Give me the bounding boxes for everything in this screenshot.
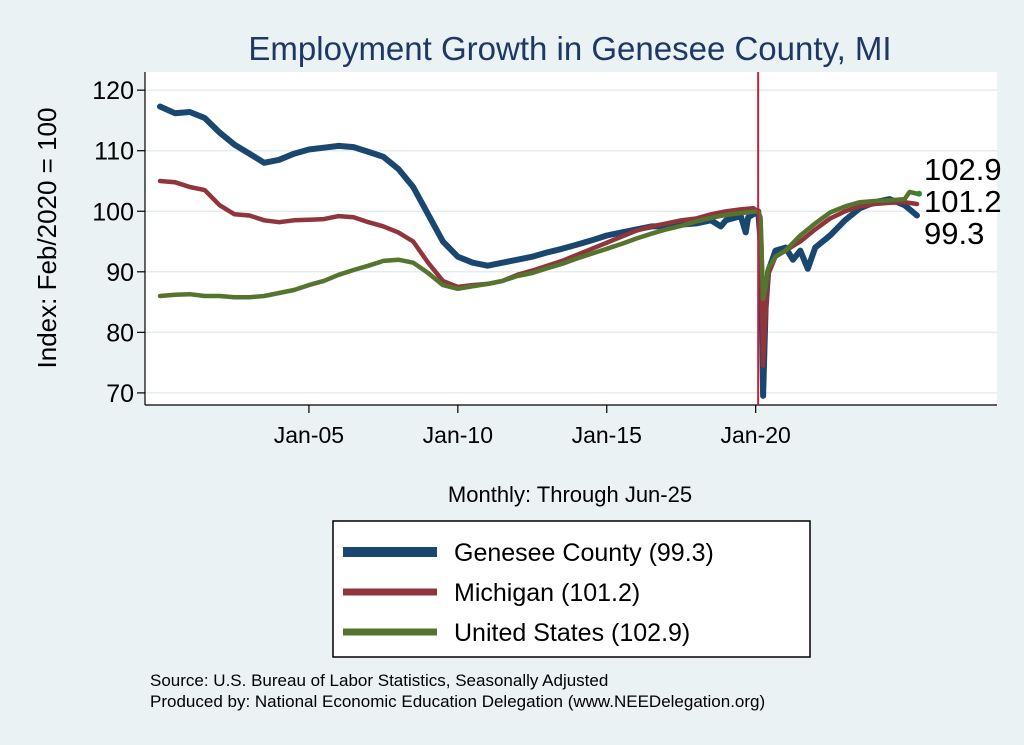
- y-tick-label: 90: [106, 259, 134, 287]
- series-line: [157, 103, 920, 399]
- x-tick-label: Jan-20: [721, 422, 791, 448]
- y-tick-label: 80: [106, 319, 134, 347]
- x-tick-label: Jan-10: [423, 422, 493, 448]
- legend-label: Michigan (101.2): [454, 579, 640, 607]
- y-axis-label: Index: Feb/2020 = 100: [32, 108, 62, 369]
- plot-area: [145, 72, 997, 405]
- end-label: 102.9: [924, 152, 1002, 187]
- series-lines: [157, 103, 922, 399]
- source-note: Source: U.S. Bureau of Labor Statistics,…: [150, 671, 609, 690]
- producer-note: Produced by: National Economic Education…: [150, 692, 766, 711]
- x-tick-label: Jan-15: [572, 422, 642, 448]
- series-line: [157, 189, 920, 302]
- end-label: 101.2: [924, 184, 1002, 219]
- y-tick-label: 120: [92, 77, 134, 105]
- end-label: 99.3: [924, 216, 984, 251]
- y-tick-label: 100: [92, 198, 134, 226]
- x-axis-label: Monthly: Through Jun-25: [448, 482, 692, 507]
- axes: 70 80 90 100 110 120 Jan-05 Jan-10 Jan-15 Jan-20: [92, 72, 997, 448]
- us-end-point: [916, 190, 922, 197]
- gridlines: [145, 89, 997, 394]
- legend-items: Genesee County (99.3) Michigan (101.2) Uni…: [343, 539, 714, 647]
- legend: Genesee County (99.3) Michigan (101.2) Uni…: [332, 520, 811, 658]
- y-tick-label: 70: [106, 380, 134, 408]
- legend-label: Genesee County (99.3): [454, 539, 714, 567]
- legend-label: United States (102.9): [454, 619, 690, 647]
- chart-title: Employment Growth in Genesee County, MI: [248, 30, 891, 67]
- x-tick-label: Jan-05: [274, 422, 344, 448]
- y-tick-label: 110: [94, 138, 134, 166]
